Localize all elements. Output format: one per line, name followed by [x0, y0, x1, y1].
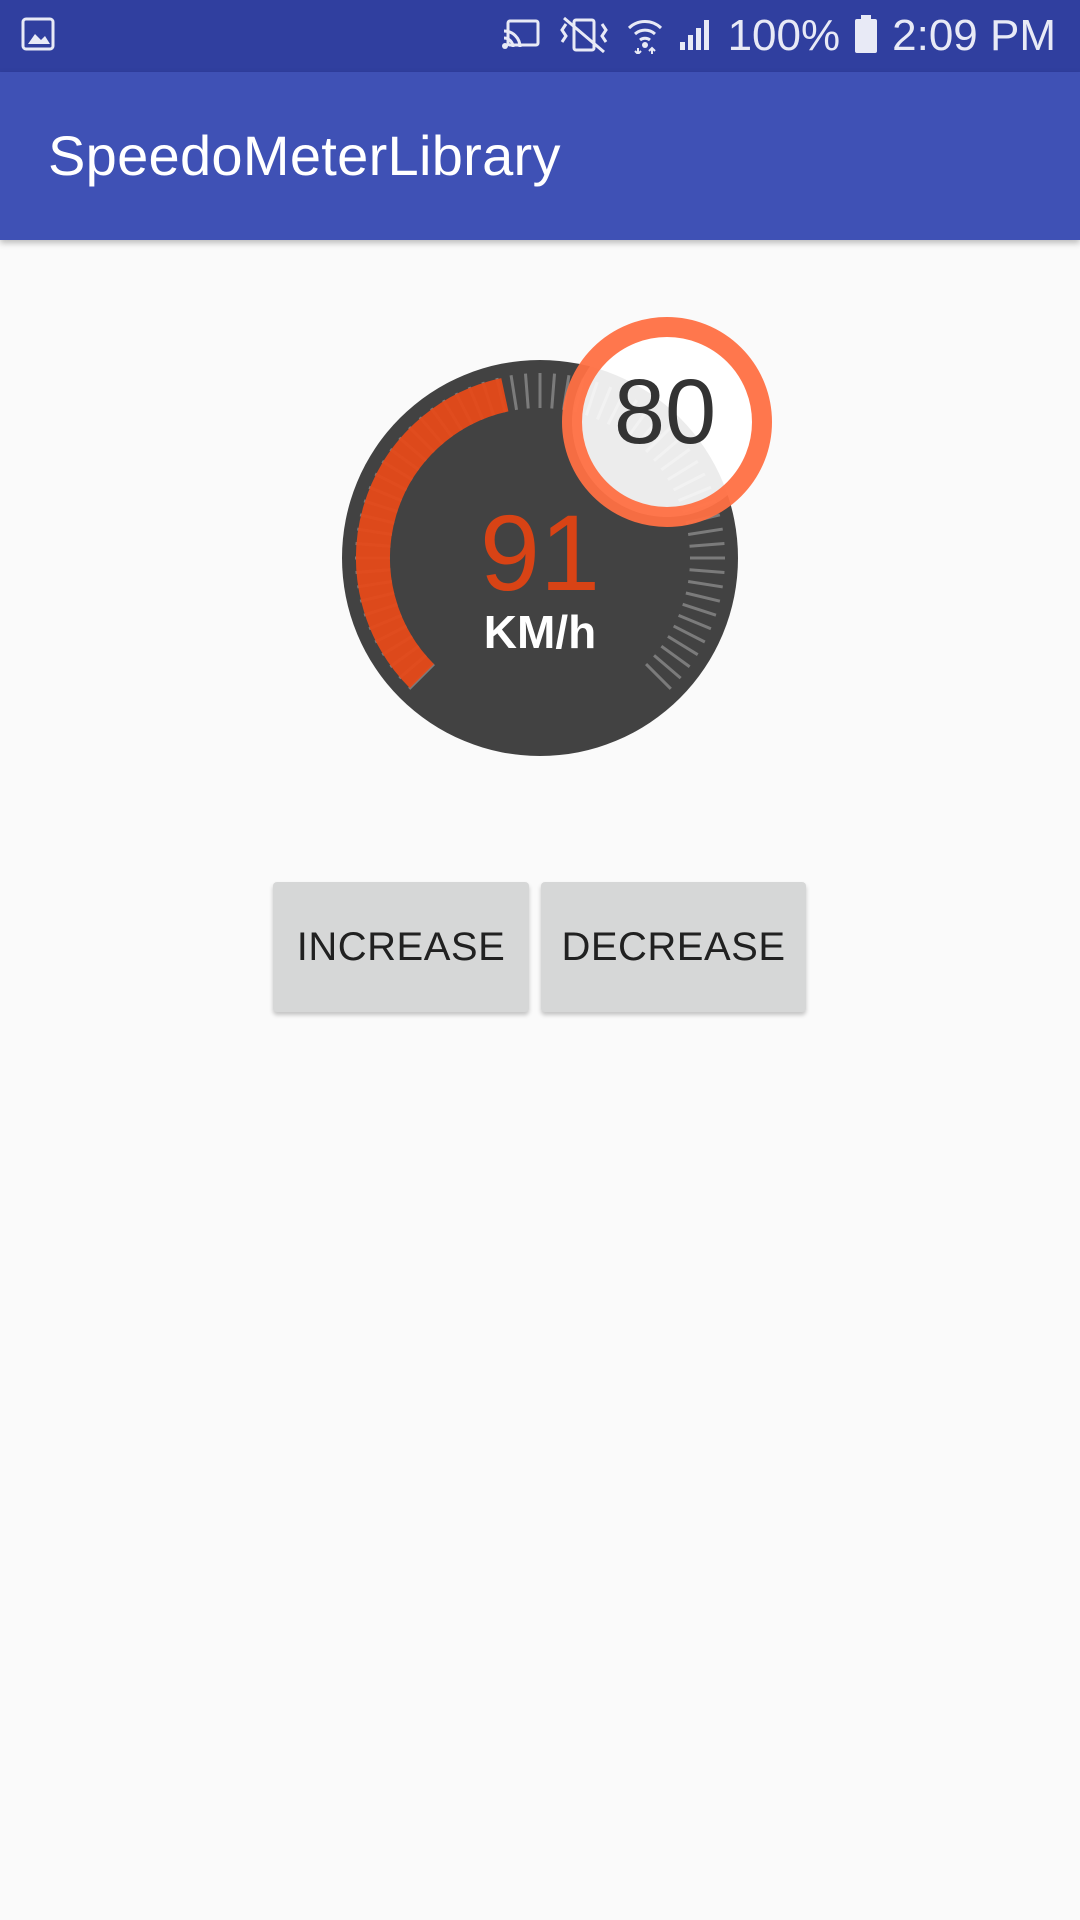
status-bar: 100% 2:09 PM — [0, 0, 1080, 72]
dial-tick — [550, 373, 557, 409]
dial-tick — [645, 663, 672, 690]
clock: 2:09 PM — [892, 11, 1056, 60]
speed-unit: KM/h — [483, 606, 597, 658]
app-title: SpeedoMeterLibrary — [48, 124, 561, 187]
speedometer: 91 KM/h 80 — [330, 300, 790, 770]
status-icons: 100% 2:09 PM — [501, 0, 1056, 72]
speed-limit-value: 80 — [613, 361, 717, 463]
dial-tick — [689, 568, 725, 575]
dial-tick — [687, 527, 723, 537]
dial-tick — [672, 624, 706, 644]
vibrate-icon — [556, 14, 612, 59]
app-bar: SpeedoMeterLibrary — [0, 72, 1080, 240]
speed-limit-badge — [562, 317, 772, 527]
battery-percent: 100% — [727, 11, 841, 60]
speed-value: 91 — [479, 492, 601, 613]
decrease-button[interactable]: DECREASE — [541, 882, 806, 1012]
speed-progress-arc — [356, 378, 509, 689]
dial-tick — [523, 373, 530, 409]
dial-tick — [660, 644, 691, 668]
cast-icon — [501, 17, 542, 56]
dial-tick — [678, 614, 712, 631]
dial-tick — [509, 375, 519, 411]
dial-tick — [682, 602, 717, 617]
gallery-notification-icon — [20, 16, 58, 59]
dial-tick — [687, 579, 723, 589]
battery-icon — [854, 14, 878, 59]
wifi-icon — [626, 14, 664, 59]
dial-tick — [653, 654, 682, 680]
dial-tick — [685, 591, 721, 603]
dial-tick — [667, 635, 699, 656]
speedometer-dial — [342, 317, 772, 756]
dial-tick — [689, 541, 725, 548]
signal-icon — [678, 16, 714, 57]
increase-button[interactable]: INCREASE — [273, 882, 529, 1012]
